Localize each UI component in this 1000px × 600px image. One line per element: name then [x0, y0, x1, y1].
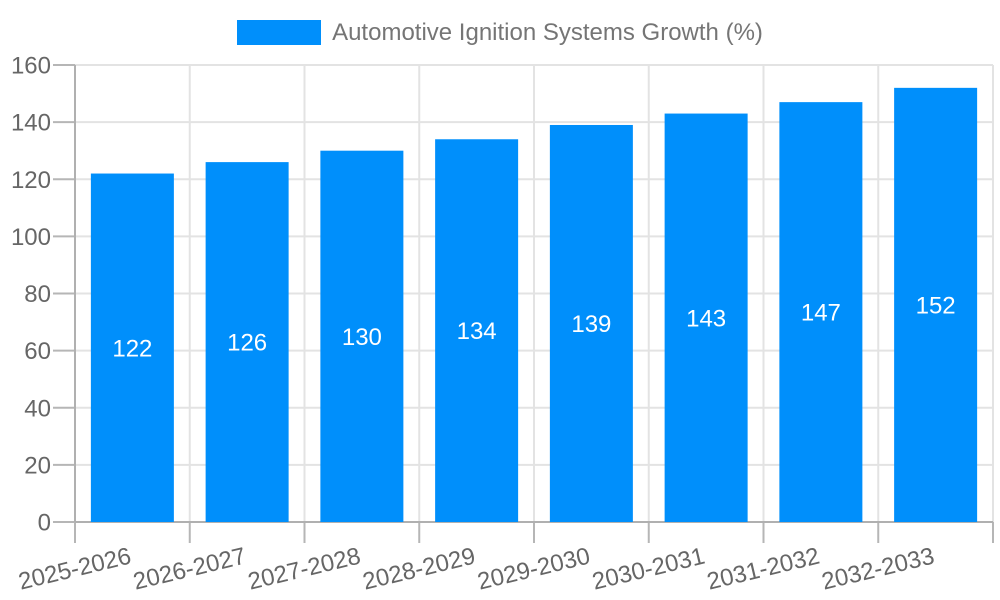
y-axis-label: 0: [38, 510, 51, 537]
legend: Automotive Ignition Systems Growth (%): [0, 20, 1000, 45]
y-axis-label: 60: [24, 338, 51, 365]
bar-2032-2033[interactable]: [894, 87, 978, 522]
legend-marker: [237, 20, 322, 45]
legend-item[interactable]: Automotive Ignition Systems Growth (%): [237, 20, 763, 45]
bar-2025-2026[interactable]: [90, 173, 174, 522]
bars: [90, 87, 978, 523]
x-axis-label: 2031-2032: [704, 543, 822, 596]
x-axis-label: 2028-2029: [360, 543, 478, 596]
bar-value-label: 126: [227, 330, 267, 357]
bar-2029-2030[interactable]: [549, 124, 633, 522]
x-axis: 2025-20262026-20272027-20282028-20292029…: [16, 521, 994, 596]
y-axis-label: 40: [24, 395, 51, 422]
legend-label: Automotive Ignition Systems Growth (%): [332, 19, 763, 46]
y-axis-label: 120: [11, 167, 51, 194]
x-axis-label: 2029-2030: [475, 543, 593, 596]
bar-value-label: 134: [457, 318, 497, 345]
y-axis: 0 20 40 60 80 100 120 140 160: [11, 53, 76, 543]
x-axis-label: 2027-2028: [245, 543, 363, 596]
bar-2030-2031[interactable]: [664, 113, 748, 523]
bar-labels: 122 126 130 134 139 143 147 152: [112, 292, 955, 362]
bar-value-label: 122: [112, 335, 152, 362]
bar-2027-2028[interactable]: [320, 150, 404, 522]
bar-2031-2032[interactable]: [779, 102, 863, 522]
y-axis-label: 100: [11, 224, 51, 251]
y-axis-label: 160: [11, 53, 51, 80]
x-axis-label: 2032-2033: [819, 543, 937, 596]
y-axis-label: 20: [24, 452, 51, 479]
y-axis-label: 140: [11, 110, 51, 137]
bar-value-label: 143: [686, 305, 726, 332]
x-axis-label: 2025-2026: [16, 543, 134, 596]
bar-2026-2027[interactable]: [205, 162, 289, 523]
bar-value-label: 130: [342, 324, 382, 351]
x-axis-label: 2026-2027: [131, 543, 249, 596]
bar-value-label: 139: [571, 311, 611, 338]
bar-value-label: 152: [916, 292, 956, 319]
x-axis-label: 2030-2031: [590, 543, 708, 596]
y-axis-label: 80: [24, 281, 51, 308]
bar-2028-2029[interactable]: [435, 139, 519, 522]
bar-value-label: 147: [801, 300, 841, 327]
